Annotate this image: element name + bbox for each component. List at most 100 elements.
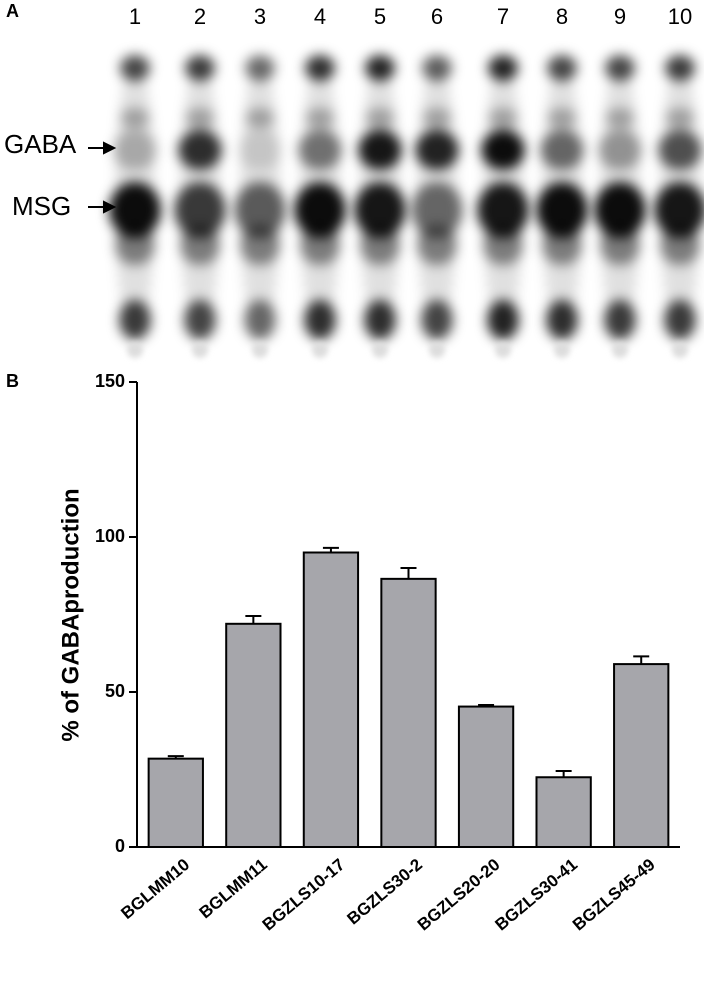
error-bar <box>400 567 417 579</box>
lane-label: 1 <box>129 4 141 29</box>
spot-tip <box>495 342 511 358</box>
lane-label: 10 <box>668 4 692 29</box>
y-tick-label: 0 <box>115 836 125 856</box>
lane-label: 7 <box>497 4 509 29</box>
spot <box>306 108 334 128</box>
lane <box>234 55 286 340</box>
lane <box>654 55 704 340</box>
error-bar <box>633 655 650 665</box>
spot <box>244 300 276 340</box>
x-tick-label: BGZLS30-41 <box>491 855 581 935</box>
spot <box>365 55 395 81</box>
spot-tip <box>672 342 688 358</box>
spot <box>178 130 222 170</box>
spot <box>600 225 640 265</box>
spot <box>115 225 155 265</box>
y-tick-label: 100 <box>95 526 125 546</box>
spot <box>305 55 335 81</box>
spot <box>119 300 151 340</box>
spot <box>186 108 214 128</box>
spot <box>604 300 636 340</box>
lane <box>294 55 346 340</box>
spot <box>238 130 282 170</box>
spot <box>298 130 342 170</box>
spot <box>120 55 150 81</box>
spot-tip <box>429 342 445 358</box>
spot <box>546 300 578 340</box>
lane <box>536 55 588 340</box>
spot <box>606 108 634 128</box>
spot <box>354 182 406 238</box>
spot <box>364 300 396 340</box>
y-tick-label: 50 <box>105 681 125 701</box>
x-tick-label: BGZLS30-2 <box>344 855 426 928</box>
lane <box>354 55 406 340</box>
spot <box>658 130 702 170</box>
bar <box>225 622 282 848</box>
lane <box>174 55 226 340</box>
spot <box>300 225 340 265</box>
spot <box>121 108 149 128</box>
lane <box>109 55 161 340</box>
lane <box>411 55 463 340</box>
lane <box>477 55 529 340</box>
marker-label: MSG <box>12 191 71 221</box>
arrow <box>88 141 117 155</box>
spot <box>654 182 704 238</box>
spot-tip <box>372 342 388 358</box>
lane-label: 4 <box>314 4 326 29</box>
spot <box>665 55 695 81</box>
spot <box>184 300 216 340</box>
spot <box>477 182 529 238</box>
spot <box>487 300 519 340</box>
y-axis-label: % of GABAproduction <box>57 488 84 741</box>
bar <box>147 757 204 849</box>
bar <box>302 551 360 848</box>
spot <box>415 130 459 170</box>
spot <box>540 130 584 170</box>
spot <box>423 108 451 128</box>
spot <box>536 182 588 238</box>
x-tick-label: BGZLS20-20 <box>414 855 504 935</box>
panel-label: A <box>6 1 19 21</box>
lane-label: 6 <box>431 4 443 29</box>
lane-label: 2 <box>194 4 206 29</box>
error-bar <box>167 755 184 759</box>
error-bar <box>478 704 495 707</box>
spot <box>481 130 525 170</box>
spot <box>304 300 336 340</box>
spot <box>547 55 577 81</box>
arrow <box>88 200 117 214</box>
spot <box>489 108 517 128</box>
x-tick-label: BGLMM11 <box>196 855 271 922</box>
spot <box>488 55 518 81</box>
spot <box>422 55 452 81</box>
spot-tip <box>252 342 268 358</box>
lane-label: 3 <box>254 4 266 29</box>
spot <box>180 225 220 265</box>
spot-tip <box>192 342 208 358</box>
spot <box>246 108 274 128</box>
spot <box>598 130 642 170</box>
spot <box>548 108 576 128</box>
spot <box>358 130 402 170</box>
spot <box>605 55 635 81</box>
spot <box>294 182 346 238</box>
x-tick-label: BGZLS45-49 <box>569 855 659 935</box>
spot <box>240 225 280 265</box>
bar <box>613 663 670 848</box>
lane-label: 5 <box>374 4 386 29</box>
spot <box>666 108 694 128</box>
spot-tip <box>612 342 628 358</box>
error-bar <box>555 770 572 778</box>
spot <box>109 182 161 238</box>
x-tick-label: BGZLS10-17 <box>259 855 349 935</box>
spot <box>234 182 286 238</box>
spot-tip <box>127 342 143 358</box>
spot <box>417 225 457 265</box>
spot <box>174 182 226 238</box>
lane <box>594 55 646 340</box>
spot <box>360 225 400 265</box>
spot <box>113 130 157 170</box>
